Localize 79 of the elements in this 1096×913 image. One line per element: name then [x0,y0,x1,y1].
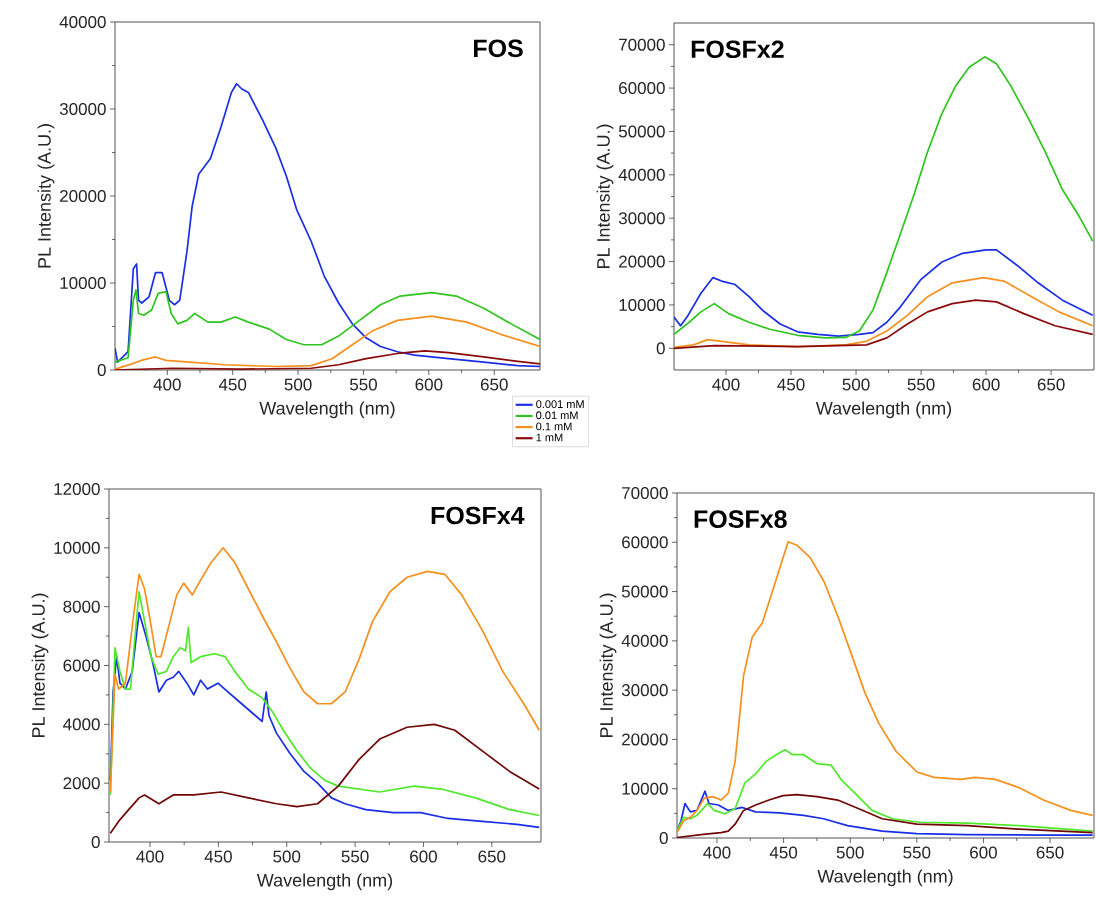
y-tick-label: 40000 [618,168,665,181]
y-tick-label: 30000 [618,212,665,225]
y-tick-label: 50000 [618,125,665,138]
x-tick-label: 450 [777,378,805,391]
line-series [115,82,540,368]
x-tick-label: 600 [972,378,1000,391]
text: FOSFx2 [691,40,784,59]
x-tick-label: 550 [903,846,931,859]
text: FOSFx4 [431,506,525,525]
x-tick-label: 600 [970,846,997,859]
line-series [115,289,540,364]
x-tick-label: 400 [703,846,731,859]
text: FOS [474,39,523,58]
y-tick-label: 40000 [621,634,668,647]
legend-label: 0.1 mM [536,422,572,431]
legend-label: 1 mM [536,433,563,442]
x-tick-label: 550 [349,378,377,391]
y-tick-label: 40000 [59,15,106,29]
y-axis-title: PL Intensity (A.U.) [37,124,55,268]
line-series [674,249,1094,338]
y-tick-label: 50000 [621,585,668,598]
y-tick-label: 20000 [619,255,665,268]
x-tick-label: 650 [1036,846,1064,859]
y-tick-label: 70000 [622,486,668,500]
y-tick-label: 10000 [622,782,668,795]
x-axis-title: Wavelength (nm) [817,869,953,887]
y-tick-label: 10000 [54,541,100,554]
x-axis-title: Wavelength (nm) [256,873,393,891]
y-tick-label: 30000 [59,102,106,116]
y-tick-label: 0 [659,831,668,845]
y-tick-label: 6000 [63,659,100,672]
line-series [109,723,541,835]
y-tick-label: 30000 [621,684,668,697]
x-tick-label: 550 [907,378,935,391]
x-tick-label: 400 [712,378,740,391]
y-tick-label: 12000 [54,482,100,496]
y-tick-label: 60000 [619,82,665,95]
legend-label: 0.01 mM [536,411,578,420]
x-tick-label: 600 [410,850,437,863]
x-tick-label: 400 [153,378,181,391]
x-tick-label: 400 [136,850,164,863]
line-series [115,350,540,370]
x-tick-label: 500 [284,378,312,391]
y-tick-label: 0 [97,363,106,377]
x-axis-title: Wavelength (nm) [259,401,395,419]
y-tick-label: 0 [656,342,665,355]
y-tick-label: 70000 [619,38,665,51]
text: FOSFx8 [694,510,787,529]
legend-label: 0.001 mM [536,400,584,408]
x-axis-title: Wavelength (nm) [815,401,952,419]
y-tick-label: 20000 [60,189,106,203]
x-tick-label: 500 [836,846,864,859]
x-tick-label: 450 [204,850,232,863]
y-tick-label: 0 [91,835,100,849]
line-series [674,299,1094,350]
y-axis-title: PL Intensity (A.U.) [599,593,617,738]
x-tick-label: 650 [1037,378,1065,391]
y-tick-label: 4000 [63,718,100,731]
line-series [674,276,1094,349]
y-tick-label: 20000 [622,733,668,746]
x-tick-label: 550 [341,850,369,863]
y-tick-label: 10000 [60,276,106,290]
line-series [677,540,1094,834]
x-tick-label: 600 [415,378,443,391]
x-tick-label: 500 [273,850,301,863]
x-tick-label: 450 [769,846,798,859]
x-tick-label: 500 [842,378,870,391]
y-tick-label: 8000 [63,600,100,613]
y-tick-label: 10000 [619,298,665,311]
line-series [115,315,540,370]
y-tick-label: 2000 [63,777,100,790]
y-tick-label: 60000 [622,536,668,549]
y-axis-title: PL Intensity (A.U.) [31,593,49,738]
line-series [677,748,1094,832]
x-tick-label: 450 [218,378,247,391]
x-tick-label: 650 [480,378,508,391]
x-tick-label: 650 [478,850,506,863]
line-series [109,546,541,793]
y-axis-title: PL Intensity (A.U.) [596,124,614,269]
